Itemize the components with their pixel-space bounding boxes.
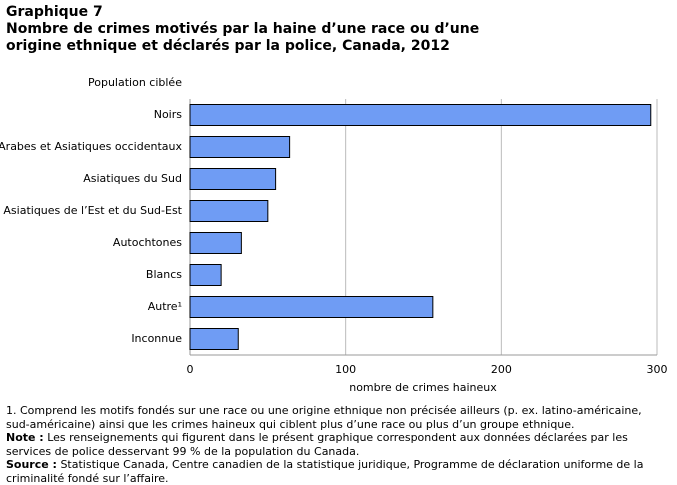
note-text: 1. Comprend les motifs fondés sur une ra… — [6, 404, 642, 431]
title: Graphique 7 Nombre de crimes motivés par… — [6, 4, 479, 55]
y-tick-label: Asiatiques du Sud — [83, 172, 182, 185]
note-label: Note : — [6, 431, 44, 444]
x-tick-label: 200 — [491, 363, 512, 376]
bar — [189, 264, 222, 286]
y-tick-label: Inconnue — [131, 332, 182, 345]
y-tick-label: Arabes et Asiatiques occidentaux — [0, 140, 182, 153]
y-tick-label: Asiatiques de l’Est et du Sud-Est — [3, 204, 182, 217]
title-line: Nombre de crimes motivés par la haine d’… — [6, 21, 480, 37]
x-tick-label: 100 — [335, 363, 356, 376]
bar — [189, 168, 277, 190]
bar — [189, 296, 434, 318]
note: Note : Les renseignements qui figurent d… — [6, 431, 666, 458]
y-axis-label: Population ciblée — [88, 76, 182, 89]
note: Source : Statistique Canada, Centre cana… — [6, 458, 666, 485]
y-tick-label: Noirs — [154, 108, 183, 121]
x-axis-label: nombre de crimes haineux — [349, 381, 497, 394]
bar — [189, 232, 242, 254]
y-tick-label: Autochtones — [113, 236, 182, 249]
bar — [189, 328, 239, 350]
bar — [189, 136, 291, 158]
y-tick-label: Autre¹ — [148, 300, 182, 313]
title-label: Graphique 7 — [6, 4, 103, 20]
note: 1. Comprend les motifs fondés sur une ra… — [6, 404, 666, 431]
bar — [189, 200, 269, 222]
y-tick-label: Blancs — [146, 268, 182, 281]
x-tick-label: 0 — [187, 363, 194, 376]
title-line: origine ethnique et déclarés par la poli… — [6, 38, 450, 54]
note-text: Statistique Canada, Centre canadien de l… — [6, 458, 644, 485]
note-text: Les renseignements qui figurent dans le … — [6, 431, 628, 458]
x-tick-label: 300 — [647, 363, 668, 376]
chart: Population ciblée nombre de crimes haine… — [0, 76, 668, 394]
note-label: Source : — [6, 458, 57, 471]
notes: 1. Comprend les motifs fondés sur une ra… — [6, 404, 666, 485]
bar — [189, 104, 652, 126]
